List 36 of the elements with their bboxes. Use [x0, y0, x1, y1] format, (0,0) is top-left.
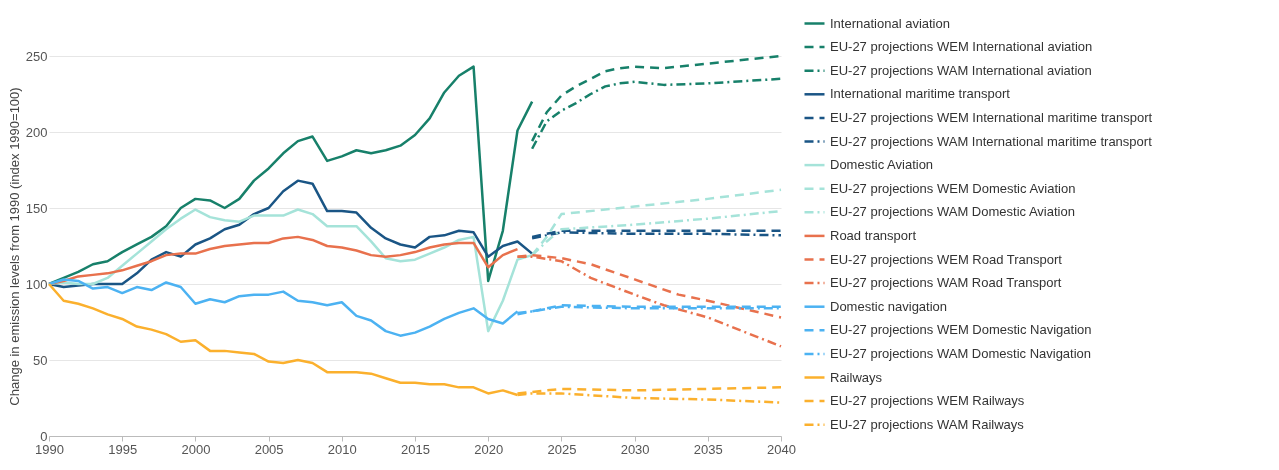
legend-label: EU-27 projections WEM Domestic Navigation — [830, 322, 1092, 338]
x-tick-label: 2040 — [767, 441, 796, 457]
legend-label: International maritime transport — [830, 86, 1011, 102]
y-axis-title: Change in emission levels from 1990 (index 1990=100) — [6, 87, 22, 406]
y-tick-label: 0 — [40, 428, 48, 444]
legend-label: EU-27 projections WEM Road Transport — [830, 251, 1063, 267]
x-tick-label: 2025 — [547, 441, 577, 457]
x-tick-label: 2030 — [620, 441, 650, 457]
x-tick-label: 2020 — [474, 441, 504, 457]
y-tick-label: 100 — [25, 276, 48, 292]
x-tick-label: 2005 — [254, 441, 284, 457]
y-tick-label: 50 — [33, 352, 48, 368]
legend-label: EU-27 projections WAM International maritime transport — [830, 133, 1153, 149]
y-tick-label: 200 — [25, 124, 48, 140]
legend-label: EU-27 projections WEM International aviation — [830, 39, 1093, 55]
legend-label: EU-27 projections WEM Railways — [830, 393, 1025, 409]
x-tick-label: 1995 — [108, 441, 138, 457]
legend-label: Road transport — [830, 227, 917, 243]
legend-label: EU-27 projections WEM International maritime transport — [830, 109, 1153, 125]
legend-label: Railways — [830, 369, 883, 385]
y-tick-label: 250 — [25, 48, 48, 64]
x-tick-label: 2000 — [181, 441, 211, 457]
legend-label: EU-27 projections WAM International aviation — [830, 62, 1092, 78]
x-tick-label: 2015 — [401, 441, 430, 457]
legend-label: Domestic Aviation — [830, 157, 934, 173]
legend-label: EU-27 projections WAM Domestic Aviation — [830, 204, 1075, 220]
x-tick-label: 2035 — [693, 441, 723, 457]
legend-label: EU-27 projections WEM Domestic Aviation — [830, 180, 1076, 196]
y-tick-label: 150 — [25, 200, 48, 216]
legend-label: Domestic navigation — [830, 298, 948, 314]
x-tick-label: 2010 — [327, 441, 357, 457]
x-tick-label: 1990 — [35, 441, 64, 457]
legend-label: International aviation — [830, 15, 950, 31]
legend-label: EU-27 projections WAM Road Transport — [830, 275, 1062, 291]
legend-label: EU-27 projections WAM Railways — [830, 416, 1025, 432]
legend-label: EU-27 projections WAM Domestic Navigation — [830, 345, 1092, 361]
